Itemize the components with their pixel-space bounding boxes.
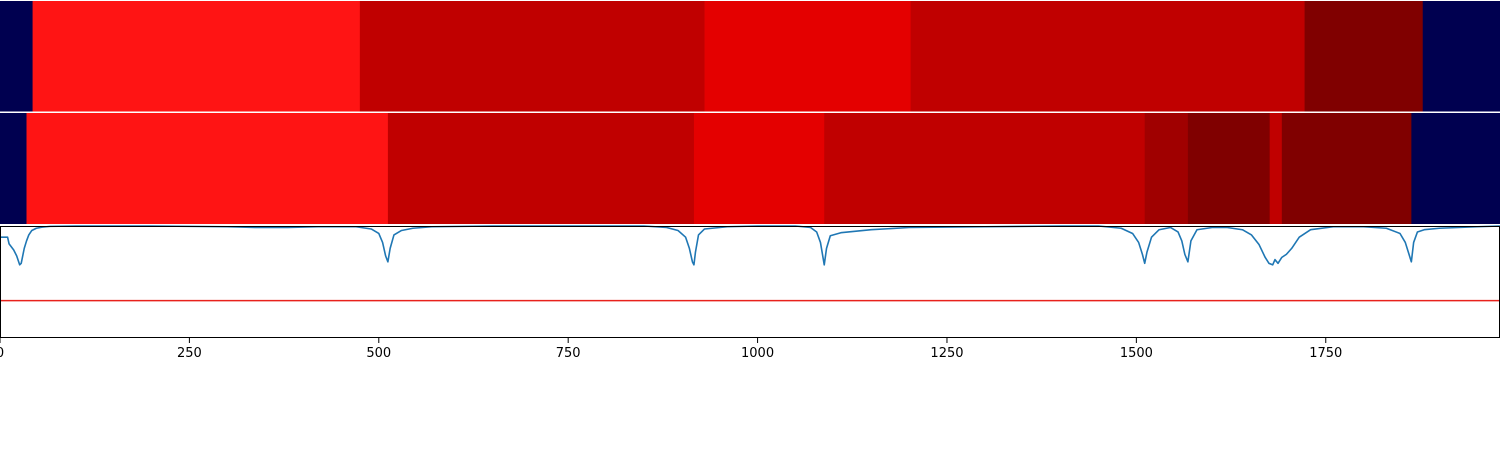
x-tick-label-1500: 1500 [1120, 346, 1153, 361]
track-1-segment-3 [359, 1, 705, 112]
x-tick-label-1750: 1750 [1309, 346, 1342, 361]
x-tick-label-500: 500 [366, 346, 391, 361]
track-1-segment-5 [910, 1, 1305, 112]
track-2-segment-1 [0, 113, 27, 224]
track-1-segment-4 [704, 1, 912, 112]
track-2-segment-4 [693, 113, 825, 224]
track-2-segment-9 [1281, 113, 1412, 224]
track-2-segment-3 [387, 113, 695, 224]
track-2 [0, 113, 1500, 224]
track-2-segment-7 [1187, 113, 1271, 224]
x-tick-label-250: 250 [177, 346, 202, 361]
x-tick-label-750: 750 [556, 346, 581, 361]
track-2-segment-6 [1144, 113, 1189, 224]
x-tick-label-1000: 1000 [741, 346, 774, 361]
track-2-segment-8 [1269, 113, 1283, 224]
track-2-segment-10 [1411, 113, 1500, 224]
track-2-segment-2 [26, 113, 389, 224]
track-1-segment-1 [0, 1, 33, 112]
x-tick-label-0: 0 [0, 346, 4, 361]
line-panel-frame [0, 226, 1500, 338]
score-line [0, 225, 1500, 266]
track-1-segment-2 [32, 1, 361, 112]
x-axis: 0 250 500 750 1000 1250 1500 1750 [0, 338, 1342, 361]
track-1-segment-7 [1422, 1, 1500, 112]
track-2-segment-5 [824, 113, 1146, 224]
heatmap-tracks [0, 1, 1500, 224]
track-1 [0, 1, 1500, 112]
x-tick-label-1250: 1250 [930, 346, 963, 361]
track-1-segment-6 [1304, 1, 1424, 112]
